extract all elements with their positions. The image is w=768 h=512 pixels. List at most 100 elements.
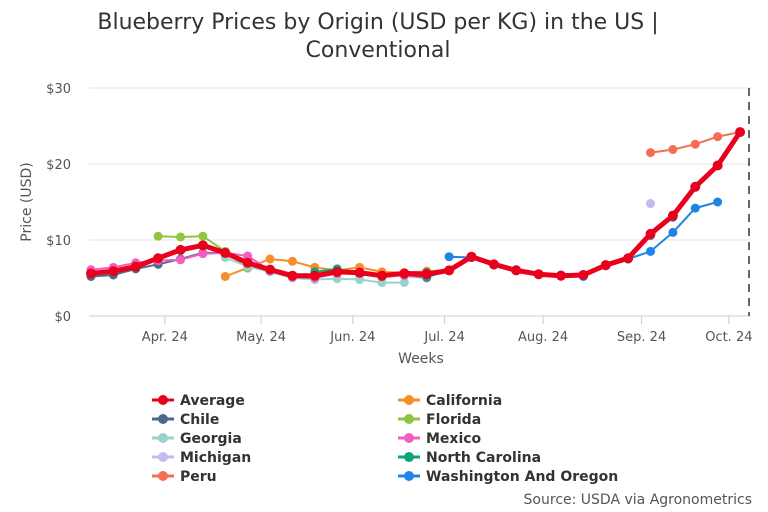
legend-label: Peru	[180, 469, 217, 485]
legend-item-north-carolina[interactable]: North Carolina	[398, 450, 541, 466]
data-point-average	[645, 228, 656, 239]
data-point-average	[511, 265, 522, 276]
x-tick-label: Jul. 24	[423, 330, 465, 345]
data-point-washington-and-oregon	[690, 203, 700, 213]
legend-label: North Carolina	[426, 450, 541, 466]
data-point-average	[376, 270, 387, 281]
data-point-florida	[153, 231, 163, 241]
legend-item-california[interactable]: California	[398, 393, 502, 409]
data-point-average	[466, 251, 477, 262]
legend-label: Chile	[180, 412, 219, 428]
data-point-california	[220, 271, 230, 281]
data-point-washington-and-oregon	[444, 252, 454, 262]
chart-title-line-1: Blueberry Prices by Origin (USD per KG) …	[97, 10, 658, 35]
y-tick-label: $20	[46, 158, 71, 173]
data-point-average	[287, 270, 298, 281]
legend-label: Florida	[426, 412, 481, 428]
legend-item-chile[interactable]: Chile	[152, 412, 219, 428]
data-point-average	[421, 269, 432, 280]
data-point-average	[578, 269, 589, 280]
gridlines	[89, 87, 751, 241]
legend-label: Average	[180, 393, 245, 409]
data-point-peru	[646, 148, 656, 158]
data-point-mexico	[243, 251, 253, 261]
legend-swatch-marker	[158, 433, 168, 443]
legend-item-florida[interactable]: Florida	[398, 412, 481, 428]
data-point-average	[220, 247, 231, 258]
data-point-average	[667, 210, 678, 221]
series-group	[86, 127, 746, 288]
y-tick-label: $0	[54, 310, 71, 325]
data-point-peru	[690, 139, 700, 149]
data-point-average	[488, 259, 499, 270]
legend-swatch-marker	[404, 471, 414, 481]
data-point-washington-and-oregon	[668, 227, 678, 237]
legend: Average Chile Georgia Michigan Peru Californi…	[152, 393, 618, 485]
data-point-florida	[176, 232, 186, 242]
legend-swatch-marker	[404, 433, 414, 443]
data-point-average	[690, 181, 701, 192]
legend-swatch-marker	[158, 395, 168, 405]
x-tick-label: Oct. 24	[705, 330, 752, 345]
data-point-average	[265, 264, 276, 275]
data-point-georgia	[399, 278, 409, 288]
x-tick-label: Aug. 24	[518, 330, 568, 345]
x-tick-label: Sep. 24	[617, 330, 666, 345]
data-point-mexico	[198, 249, 208, 259]
y-tick-label: $10	[46, 234, 71, 249]
data-point-average	[712, 160, 723, 171]
data-point-florida	[198, 231, 208, 241]
legend-label: Michigan	[180, 450, 251, 466]
data-point-michigan	[646, 199, 656, 209]
x-tick-label: May. 24	[236, 330, 286, 345]
x-tick-label: Apr. 24	[142, 330, 188, 345]
legend-item-michigan[interactable]: Michigan	[152, 450, 251, 466]
data-point-average	[309, 270, 320, 281]
x-axis-title: Weeks	[398, 351, 444, 367]
legend-swatch-marker	[158, 452, 168, 462]
data-point-average	[600, 260, 611, 271]
legend-swatch-marker	[158, 414, 168, 424]
legend-item-mexico[interactable]: Mexico	[398, 431, 482, 447]
series-michigan	[646, 199, 656, 209]
data-point-average	[197, 240, 208, 251]
series-washington-and-oregon	[444, 197, 723, 281]
legend-item-peru[interactable]: Peru	[152, 469, 217, 485]
source-note: Source: USDA via Agronometrics	[524, 492, 752, 508]
data-point-average	[533, 269, 544, 280]
data-point-california	[287, 256, 297, 266]
y-axis-title: Price (USD)	[19, 162, 35, 241]
data-point-average	[399, 268, 410, 279]
data-point-average	[623, 253, 634, 264]
data-point-average	[444, 265, 455, 276]
legend-swatch-marker	[404, 452, 414, 462]
legend-label: Washington And Oregon	[426, 469, 618, 485]
data-point-average	[735, 127, 746, 138]
data-point-average	[556, 270, 566, 281]
series-average	[86, 127, 746, 281]
legend-item-washington-and-oregon[interactable]: Washington And Oregon	[398, 469, 618, 485]
x-axis-ticks: Apr. 24 May. 24 Jun. 24 Jul. 24 Aug. 24 Sep. …	[142, 316, 753, 345]
y-tick-label: $30	[46, 82, 71, 97]
legend-swatch-marker	[404, 395, 414, 405]
legend-item-georgia[interactable]: Georgia	[152, 431, 242, 447]
legend-label: California	[426, 393, 502, 409]
data-point-mexico	[176, 255, 186, 265]
data-point-average	[242, 257, 253, 268]
data-point-average	[175, 244, 186, 255]
data-point-washington-and-oregon	[713, 197, 723, 207]
data-point-average	[108, 266, 119, 277]
series-peru	[646, 127, 745, 158]
x-tick-label: Jun. 24	[329, 330, 375, 345]
data-point-peru	[668, 145, 678, 155]
legend-swatch-marker	[158, 471, 168, 481]
data-point-peru	[713, 132, 723, 142]
legend-label: Georgia	[180, 431, 242, 447]
legend-swatch-marker	[404, 414, 414, 424]
legend-item-average[interactable]: Average	[152, 393, 245, 409]
data-point-average	[130, 261, 141, 272]
data-point-washington-and-oregon	[646, 246, 656, 256]
data-point-average	[354, 267, 365, 278]
data-point-average	[86, 268, 96, 279]
